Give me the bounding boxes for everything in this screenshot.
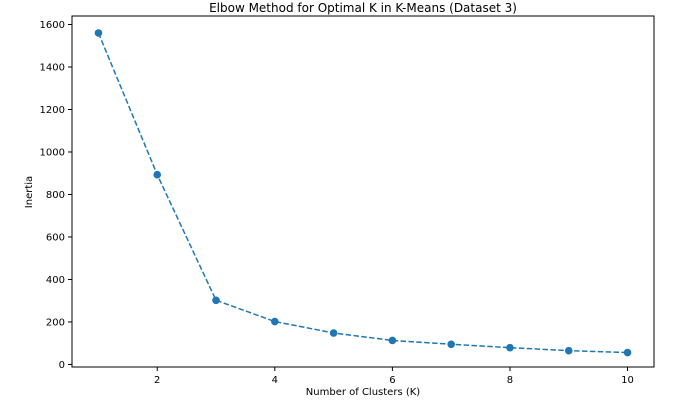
x-axis-label: Number of Clusters (K) xyxy=(306,387,421,398)
data-point xyxy=(212,296,220,305)
y-tick-label: 1000 xyxy=(40,147,65,158)
data-point xyxy=(447,340,455,349)
x-tick-label: 8 xyxy=(507,375,513,386)
series-line xyxy=(97,32,628,354)
y-tick-label: 1600 xyxy=(40,20,65,31)
y-tick-label: 800 xyxy=(46,190,65,201)
data-point xyxy=(388,336,397,345)
x-tick-label: 4 xyxy=(272,375,278,386)
y-tick-label: 200 xyxy=(46,317,65,328)
data-point xyxy=(623,348,632,357)
y-tick-label: 1200 xyxy=(40,105,65,116)
y-axis-ticks: 0 200 400 600 800 1000 1200 1400 1600 xyxy=(40,20,72,371)
y-tick-label: 600 xyxy=(46,232,65,243)
y-tick-label: 400 xyxy=(46,275,65,286)
data-point xyxy=(271,317,279,326)
x-axis-ticks: 2 4 6 8 10 xyxy=(154,367,634,386)
series-layer xyxy=(94,29,632,357)
data-point xyxy=(564,346,573,355)
y-axis-label: Inertia xyxy=(24,176,35,208)
data-point xyxy=(506,343,514,352)
x-tick-label: 6 xyxy=(389,375,395,386)
y-tick-label: 0 xyxy=(59,360,65,371)
data-point xyxy=(153,170,162,179)
y-tick-label: 1400 xyxy=(40,62,65,73)
x-tick-label: 2 xyxy=(154,375,160,386)
x-tick-label: 10 xyxy=(621,375,634,386)
data-point xyxy=(94,29,103,37)
chart-title: Elbow Method for Optimal K in K-Means (D… xyxy=(209,1,517,15)
plot-frame xyxy=(71,15,655,368)
data-point xyxy=(329,329,338,337)
plot-area xyxy=(72,16,654,367)
